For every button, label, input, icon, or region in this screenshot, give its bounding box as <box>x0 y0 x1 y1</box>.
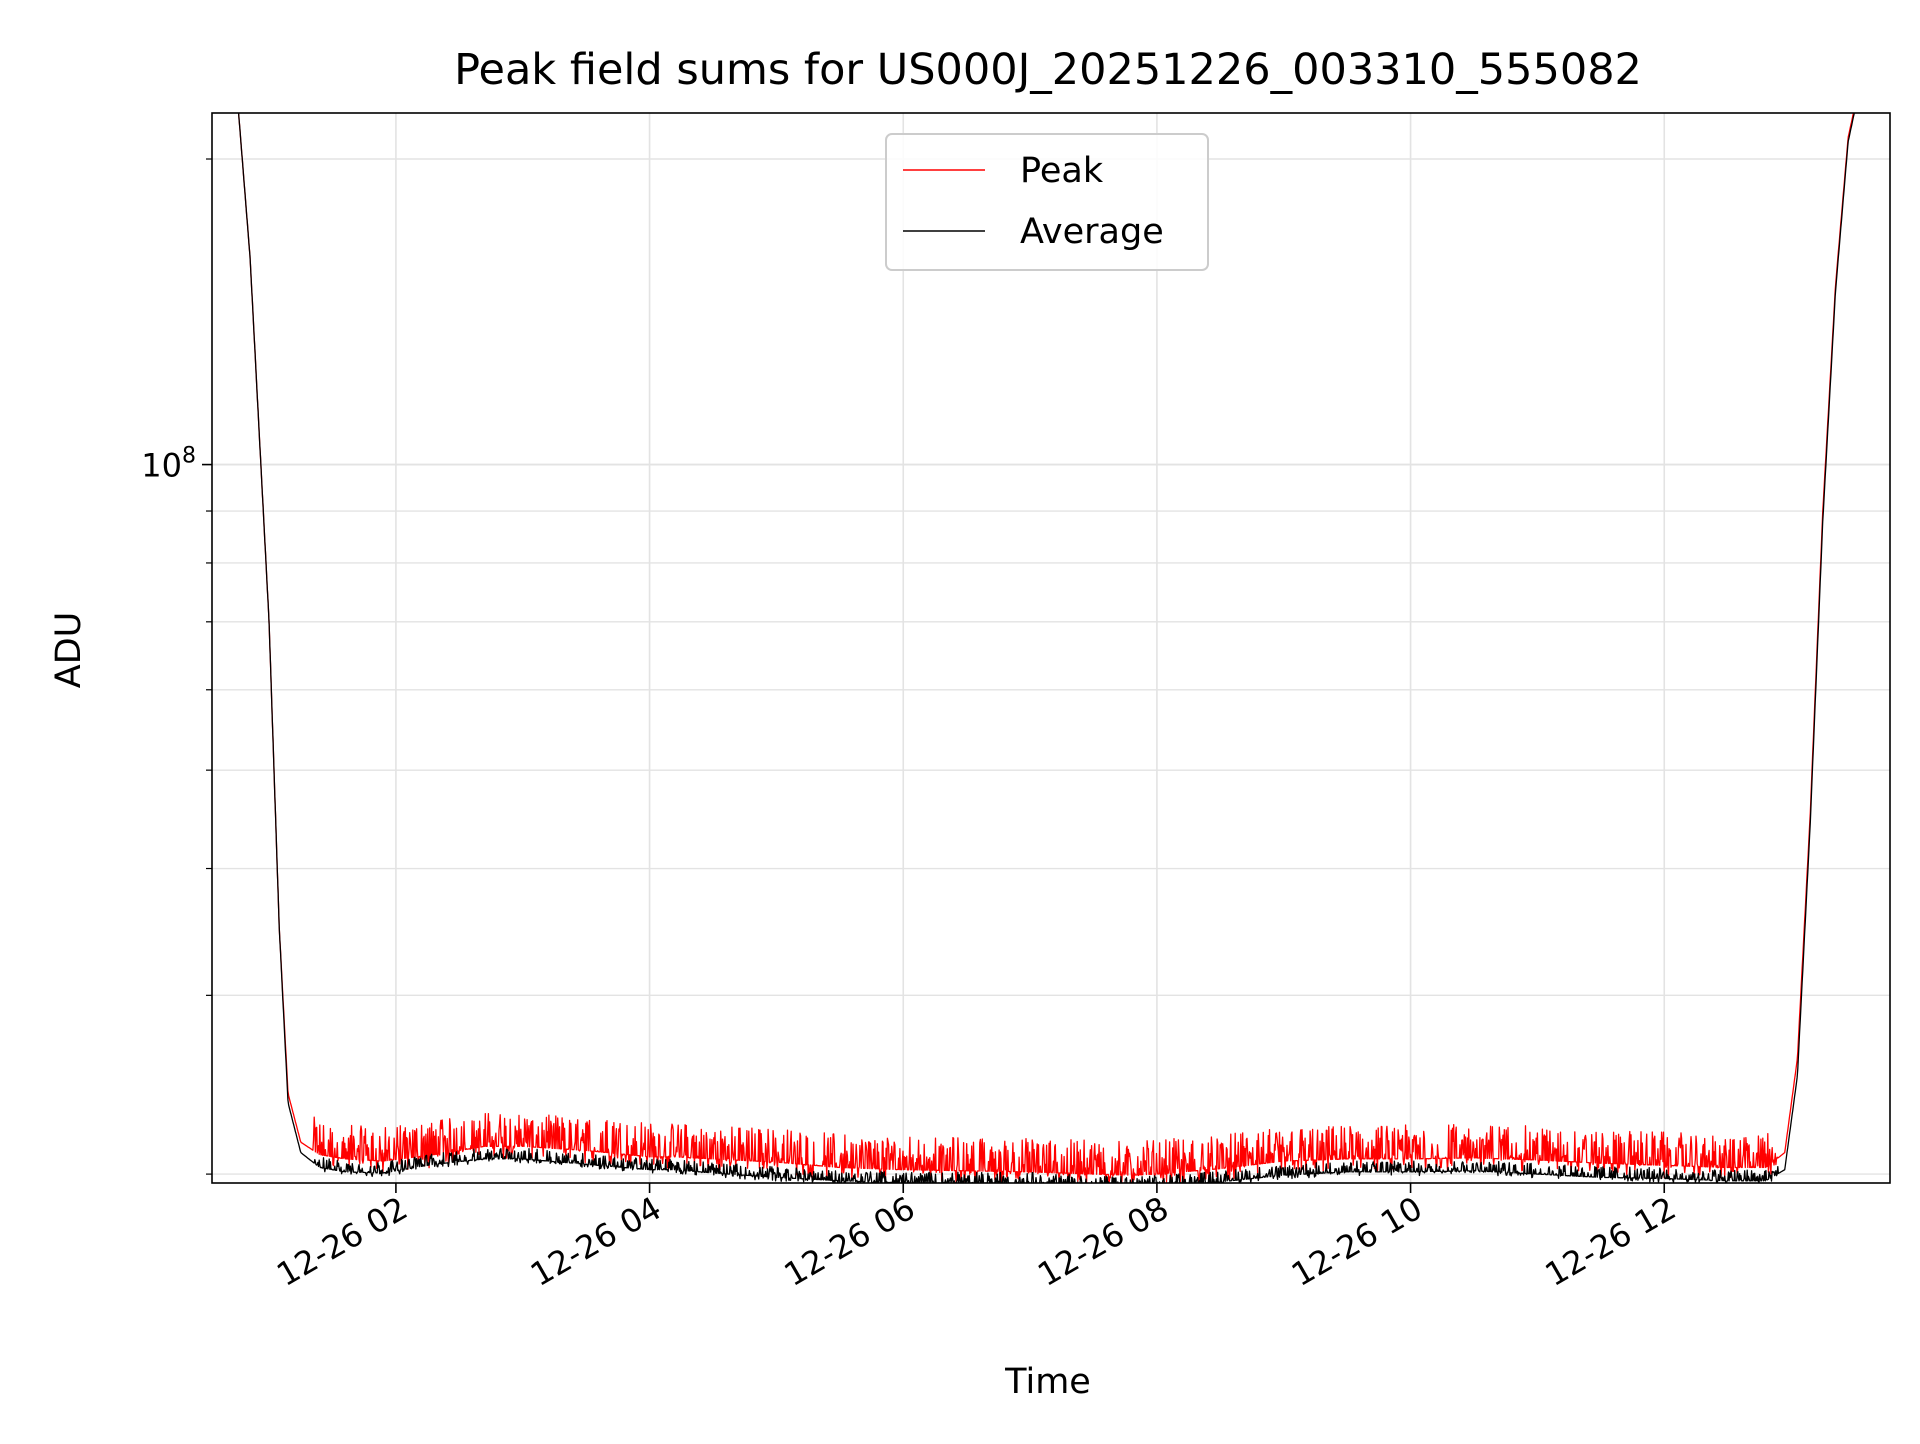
legend: Peak Average <box>885 133 1209 271</box>
y-tick-label: 108 <box>141 444 196 485</box>
legend-label-average: Average <box>1020 212 1164 252</box>
series-line-average <box>237 113 1855 1183</box>
legend-box <box>885 133 1209 271</box>
chart-title: Peak field sums for US000J_20251226_0033… <box>454 45 1642 95</box>
series-layer <box>237 113 1855 1183</box>
plot-frame <box>211 112 1891 1184</box>
x-axis-label: Time <box>1004 1362 1091 1402</box>
legend-label-peak: Peak <box>1020 151 1104 191</box>
series-line-peak <box>237 113 1855 1183</box>
y-axis-label: ADU <box>49 612 89 689</box>
